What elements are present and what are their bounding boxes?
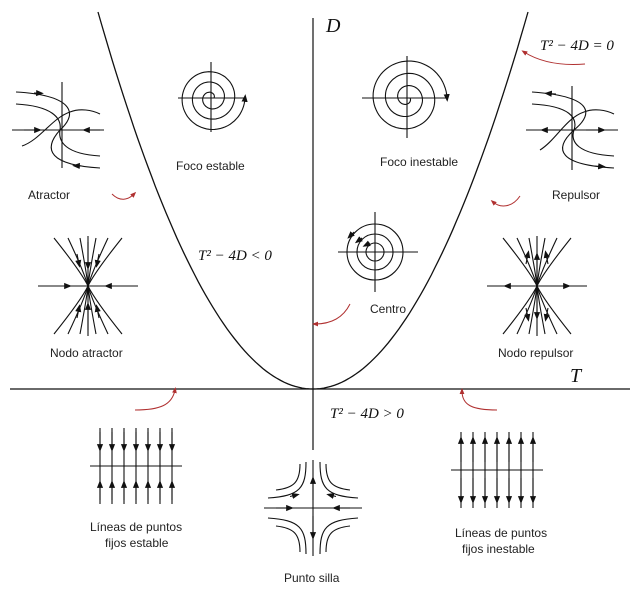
stable-node-portrait xyxy=(38,236,138,336)
pointer-repeller xyxy=(490,195,521,207)
attractor-portrait xyxy=(12,82,104,170)
formula-inside: T² − 4D < 0 xyxy=(198,248,272,264)
pointer-unstable-lines xyxy=(459,388,498,411)
parabola-boundary xyxy=(97,11,529,390)
center-portrait xyxy=(338,212,418,292)
formula-boundary: T² − 4D = 0 xyxy=(540,38,614,54)
attractor-label: Atractor xyxy=(28,188,70,202)
axes xyxy=(10,18,630,450)
pointer-arrows xyxy=(111,50,586,411)
unstable-node-label: Nodo repulsor xyxy=(498,346,573,360)
t-axis-label: T xyxy=(570,365,583,387)
d-axis-label: D xyxy=(325,15,341,37)
pointer-boundary xyxy=(521,50,586,65)
pointer-attractor xyxy=(111,191,137,200)
pointer-stable-lines xyxy=(134,387,177,411)
saddle-portrait xyxy=(264,460,362,556)
formula-below: T² − 4D > 0 xyxy=(330,406,404,422)
saddle-label: Punto silla xyxy=(284,571,340,585)
unstable-lines-label-2: fijos inestable xyxy=(462,542,535,556)
repeller-portrait xyxy=(526,86,618,170)
unstable-focus-label: Foco inestable xyxy=(380,155,458,169)
stable-focus-label: Foco estable xyxy=(176,159,245,173)
stable-node-label: Nodo atractor xyxy=(50,346,123,360)
stable-focus-portrait xyxy=(178,62,248,132)
pointer-center xyxy=(312,303,351,327)
unstable-lines-label-1: Líneas de puntos xyxy=(455,526,547,540)
stable-lines-portrait xyxy=(90,428,182,504)
unstable-focus-portrait xyxy=(362,56,450,138)
center-label: Centro xyxy=(370,302,406,316)
unstable-node-portrait xyxy=(487,236,587,336)
unstable-lines-portrait xyxy=(451,432,543,508)
stable-lines-label-1: Líneas de puntos xyxy=(90,520,182,534)
stable-lines-label-2: fijos estable xyxy=(105,536,169,550)
repeller-label: Repulsor xyxy=(552,188,600,202)
